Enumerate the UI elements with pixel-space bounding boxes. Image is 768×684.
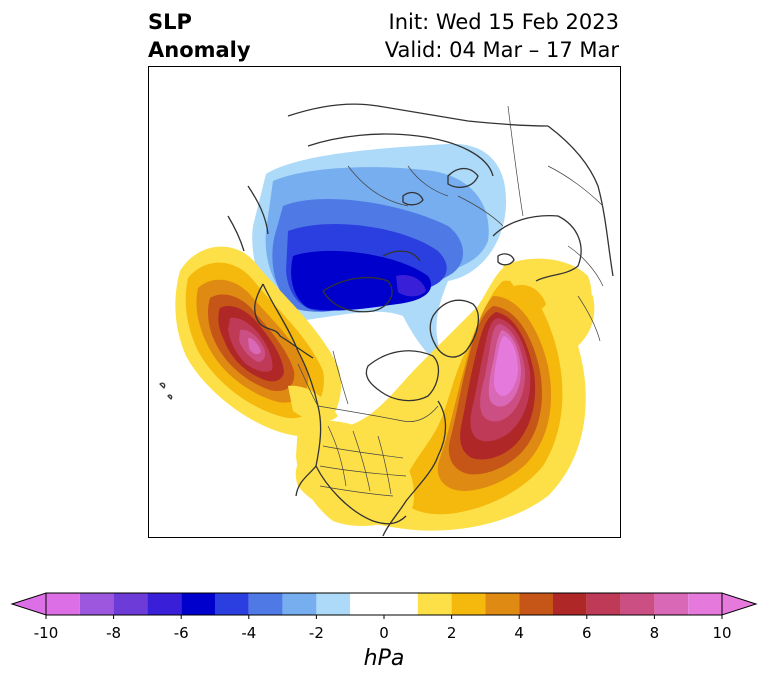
positive-anomaly-us [296,420,414,526]
colorbar-tick-label: -8 [106,624,122,642]
colorbar-cell [46,593,80,615]
positive-anomaly-atlantic [295,263,595,531]
colorbar-unit: hPa [363,646,405,671]
colorbar-cell [215,593,249,615]
positive-anomaly-canada [288,385,338,422]
colorbar-tick-label: -6 [173,624,189,642]
colorbar-cell [586,593,621,615]
colorbar-cell [350,593,418,615]
colorbar-tick-label: 2 [446,624,457,642]
coastlines [159,103,614,537]
anomaly-map [148,66,621,538]
colorbar-cell [316,593,351,615]
positive-anomaly-europe [503,258,592,331]
valid-range: Valid: 04 Mar – 17 Mar [384,38,619,62]
colorbar-tick-label: 6 [582,624,592,642]
colorbar-tick-label: 0 [379,624,389,642]
init-date: Init: Wed 15 Feb 2023 [388,10,619,34]
colorbar-cell [181,593,215,615]
colorbar-tick-label: 8 [649,624,660,642]
colorbar-cell [688,593,722,615]
colorbar-cell [248,593,283,615]
colorbar-tick-label: -4 [241,624,257,642]
positive-anomaly-europe-core [510,284,546,311]
colorbar-tick-label: 4 [514,624,524,642]
colorbar-cell [620,593,655,615]
map-frame [148,66,621,538]
colorbar-cell [113,593,148,615]
borders [297,105,604,497]
colorbar-cell [282,593,317,615]
colorbar-tick-label: 10 [712,624,732,642]
colorbar-tick-label: -10 [33,624,59,642]
colorbar-extend-min [10,592,47,616]
colorbar-cell [451,593,486,615]
forecast-dates: Init: Wed 15 Feb 2023 Valid: 04 Mar – 17… [385,8,619,64]
title-line-2: Anomaly [148,38,251,62]
colorbar-cell [553,593,587,615]
colorbar-cell [417,593,452,615]
colorbar-cell [79,593,114,615]
colorbar-cell [654,593,689,615]
colorbar-cell [485,593,520,615]
colorbar-tick-label: -2 [308,624,324,642]
colorbar-cell [519,593,553,615]
colorbar [10,592,758,619]
colorbar-cell [147,593,182,615]
title-line-1: SLP [148,10,192,34]
map-title: SLP Anomaly [148,8,251,64]
colorbar-extend-max [721,592,758,616]
